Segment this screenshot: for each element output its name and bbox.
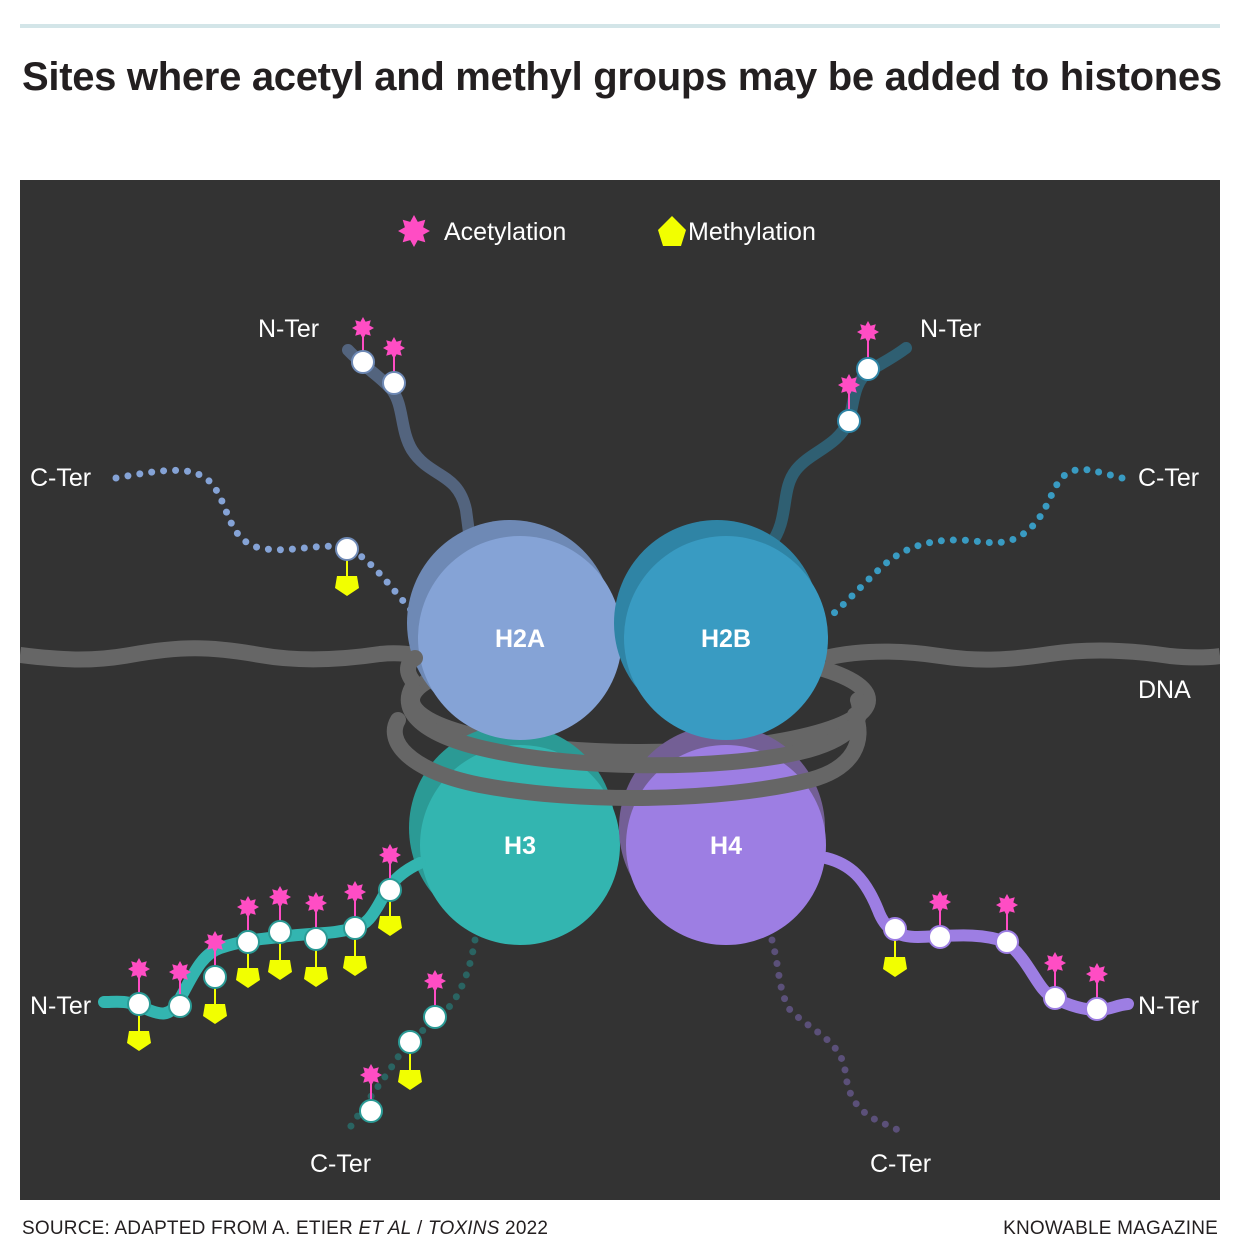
dna-label: DNA bbox=[1138, 676, 1191, 704]
h3-n-ter-tail bbox=[98, 857, 426, 1020]
h2b-n-ter-label: N-Ter bbox=[920, 315, 981, 343]
dna-coil-front bbox=[386, 650, 868, 806]
methyl-mark-icon bbox=[335, 576, 359, 596]
acetylation-legend-label: Acetylation bbox=[444, 218, 566, 246]
h2b-n-ter-sites bbox=[837, 321, 880, 433]
h2a-n-ter-label: N-Ter bbox=[258, 315, 319, 343]
methylation-legend-label: Methylation bbox=[688, 218, 816, 246]
h4-n-ter-sites bbox=[883, 891, 1109, 1021]
top-rule bbox=[20, 24, 1220, 28]
h2a-c-ter-sites bbox=[335, 537, 359, 596]
acetyl-mark-icon bbox=[352, 317, 374, 339]
h2b-c-ter-tail bbox=[822, 465, 1126, 624]
source-year: 2022 bbox=[499, 1218, 549, 1239]
h4-n-ter-label: N-Ter bbox=[1138, 992, 1199, 1020]
h3-n-ter-sites bbox=[127, 844, 402, 1051]
h4-c-ter-tail bbox=[768, 936, 906, 1136]
acetylation-legend-icon bbox=[398, 215, 430, 247]
source-journal: TOXINS bbox=[427, 1218, 500, 1239]
h2a-label: H2A bbox=[495, 625, 545, 653]
h2a-n-ter-sites bbox=[351, 317, 406, 395]
h2a-c-ter-tail bbox=[112, 466, 424, 624]
h2b-label: H2B bbox=[701, 625, 751, 653]
acetyl-mark-icon bbox=[857, 321, 879, 343]
acetyl-mark-icon bbox=[838, 374, 860, 396]
dna-strand bbox=[20, 640, 1220, 668]
histone-h2a: H2A bbox=[407, 520, 622, 740]
source-prefix: SOURCE: ADAPTED FROM A. ETIER bbox=[22, 1218, 359, 1239]
h3-n-ter-label: N-Ter bbox=[30, 992, 91, 1020]
source-separator: / bbox=[411, 1218, 428, 1239]
legend: Acetylation Methylation bbox=[398, 215, 816, 247]
h2a-c-ter-label: C-Ter bbox=[30, 464, 91, 492]
h4-c-ter-label: C-Ter bbox=[870, 1150, 931, 1178]
methylation-legend-icon bbox=[658, 216, 686, 246]
figure-title: Sites where acetyl and methyl groups may… bbox=[22, 55, 1222, 99]
diagram-panel: Acetylation Methylation H3 bbox=[20, 180, 1220, 1200]
acetyl-mark-icon bbox=[383, 337, 405, 359]
h2b-n-ter-tail bbox=[764, 342, 912, 551]
h4-label: H4 bbox=[710, 832, 742, 860]
source-authors: ET AL bbox=[358, 1218, 412, 1239]
source-credit: SOURCE: ADAPTED FROM A. ETIER ET AL / TO… bbox=[22, 1218, 548, 1240]
publisher-credit: KNOWABLE MAGAZINE bbox=[1003, 1218, 1218, 1239]
h2a-n-ter-tail bbox=[342, 344, 476, 546]
histone-h2b: H2B bbox=[614, 520, 828, 740]
h3-c-ter-sites bbox=[359, 970, 447, 1123]
h3-c-ter-label: C-Ter bbox=[310, 1150, 371, 1178]
h2b-c-ter-label: C-Ter bbox=[1138, 464, 1199, 492]
h4-n-ter-tail bbox=[820, 852, 1134, 1017]
h3-label: H3 bbox=[504, 832, 536, 860]
